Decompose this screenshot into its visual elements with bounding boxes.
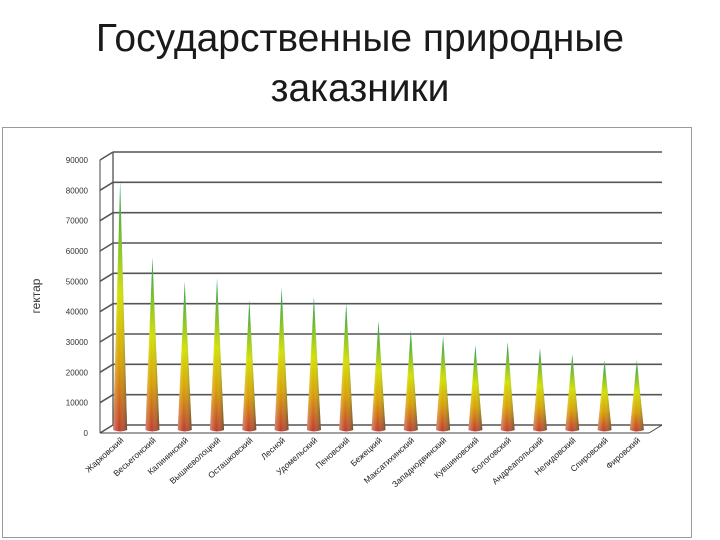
- gridline-diag: [99, 363, 114, 374]
- bar-shade-10: [403, 329, 418, 432]
- gridline-diag: [99, 181, 114, 192]
- slide-title-line-2: заказники: [270, 67, 450, 110]
- bars: [113, 181, 644, 432]
- x-tick-label: Пеновский: [314, 435, 352, 471]
- gridline-diag: [99, 393, 114, 404]
- bar-shade-12: [468, 345, 483, 432]
- y-tick-label: 70000: [66, 217, 89, 226]
- y-tick-label: 40000: [66, 308, 89, 317]
- bar-shade-4: [210, 278, 225, 432]
- bar-shade-2: [145, 257, 160, 432]
- y-axis-ticks: 0 10000 20000 30000 40000 50000 60000 70000 8000…: [66, 156, 89, 438]
- gridline-diag: [99, 211, 114, 222]
- bar-shade-3: [177, 281, 192, 432]
- x-tick-label: Фировский: [604, 435, 642, 471]
- y-tick-label: 80000: [66, 186, 89, 195]
- gridline-diag: [99, 242, 114, 252]
- bar-shade-7: [306, 296, 321, 432]
- bar-shade-5: [242, 299, 257, 432]
- x-tick-label: Западнодвинский: [390, 435, 449, 489]
- bar-shade-9: [371, 320, 386, 432]
- bar-shade-8: [339, 302, 354, 432]
- bar-shade-6: [274, 287, 289, 432]
- gridline-diag: [99, 302, 114, 313]
- bar-shade-15: [565, 354, 580, 432]
- x-axis-corner: [648, 424, 663, 434]
- gridline-diag: [99, 272, 114, 283]
- bar-shade-16: [597, 360, 612, 432]
- y-axis-label: гектар: [29, 278, 43, 313]
- y-tick-label: 50000: [66, 277, 89, 286]
- slide-title: Государственные природные заказники: [0, 14, 720, 114]
- bar-shade-13: [500, 342, 515, 432]
- gridline-diag: [99, 151, 114, 161]
- slide-title-line-1: Государственные природные: [95, 17, 625, 60]
- gridline-diag: [99, 424, 114, 434]
- bar-shade-11: [436, 336, 451, 432]
- grid-layer: [99, 151, 663, 434]
- y-tick-label: 0: [84, 429, 89, 438]
- y-tick-label: 30000: [66, 338, 89, 347]
- gridline-diag: [99, 333, 114, 343]
- x-tick-label: Лесной: [259, 435, 287, 462]
- bar-shade-14: [532, 348, 547, 432]
- x-axis-labels: ЖарковскийВесьегонскийКалининскийВышнево…: [83, 435, 642, 489]
- y-tick-label: 60000: [66, 247, 89, 256]
- y-tick-label: 10000: [66, 399, 89, 408]
- y-tick-label: 20000: [66, 368, 89, 377]
- y-tick-label: 90000: [66, 156, 89, 165]
- bar-shade-17: [629, 360, 644, 432]
- bar-shade-1: [113, 181, 128, 432]
